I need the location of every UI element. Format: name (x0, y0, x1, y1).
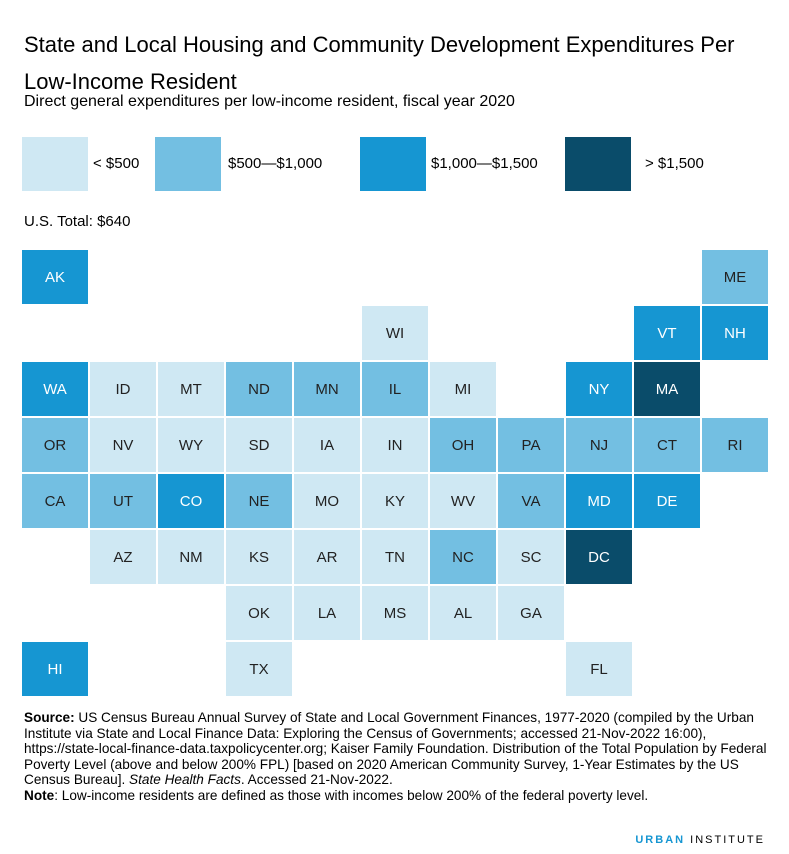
state-tile: NV (90, 418, 156, 472)
us-total: U.S. Total: $640 (24, 213, 131, 230)
state-tile: MT (158, 362, 224, 416)
state-tile: VA (498, 474, 564, 528)
state-tile: CT (634, 418, 700, 472)
note-text: US Census Bureau Annual Survey of State … (24, 710, 767, 787)
state-tile: MN (294, 362, 360, 416)
state-tile: DE (634, 474, 700, 528)
legend-swatch (22, 137, 88, 191)
state-tile: AL (430, 586, 496, 640)
state-tile: MD (566, 474, 632, 528)
legend-swatch (565, 137, 631, 191)
state-tile: DC (566, 530, 632, 584)
brand: URBAN (635, 834, 686, 846)
state-tile: CA (22, 474, 88, 528)
subtitle: Direct general expenditures per low-inco… (24, 93, 515, 110)
state-tile: MI (430, 362, 496, 416)
state-tile: IN (362, 418, 428, 472)
state-tile: VT (634, 306, 700, 360)
notes: Source: US Census Bureau Annual Survey o… (24, 710, 769, 803)
state-tile: TN (362, 530, 428, 584)
state-tile: TX (226, 642, 292, 696)
note-text: : Low-income residents are defined as th… (54, 787, 649, 803)
state-tile: NY (566, 362, 632, 416)
footer: URBAN INSTITUTE (635, 834, 765, 846)
legend-label: $1,000—$1,500 (431, 155, 538, 172)
state-tile: NM (158, 530, 224, 584)
state-tile: HI (22, 642, 88, 696)
legend-swatch (360, 137, 426, 191)
state-tile: AZ (90, 530, 156, 584)
state-tile: ID (90, 362, 156, 416)
state-tile: MA (634, 362, 700, 416)
state-tile: WY (158, 418, 224, 472)
state-tile: ND (226, 362, 292, 416)
state-tile: MS (362, 586, 428, 640)
legend-swatch (155, 137, 221, 191)
state-tile: AR (294, 530, 360, 584)
note-text: . Accessed 21-Nov-2022. (240, 772, 393, 787)
state-tile: GA (498, 586, 564, 640)
state-tile: NH (702, 306, 768, 360)
state-tile: AK (22, 250, 88, 304)
state-tile: NE (226, 474, 292, 528)
state-tile: NJ (566, 418, 632, 472)
legend-label: < $500 (93, 155, 140, 172)
state-tile: SC (498, 530, 564, 584)
state-tile: KY (362, 474, 428, 528)
legend-label: > $1,500 (645, 155, 704, 172)
state-tile: LA (294, 586, 360, 640)
note-text: State Health Facts (129, 772, 241, 787)
state-tile: UT (90, 474, 156, 528)
legend-label: $500—$1,000 (228, 155, 323, 172)
state-tile: NC (430, 530, 496, 584)
state-tile: PA (498, 418, 564, 472)
state-tile: IA (294, 418, 360, 472)
state-tile: OH (430, 418, 496, 472)
state-tile: WV (430, 474, 496, 528)
state-tile: ME (702, 250, 768, 304)
state-tile: MO (294, 474, 360, 528)
state-tile: WI (362, 306, 428, 360)
state-tile: WA (22, 362, 88, 416)
note-text: Source: (24, 710, 75, 725)
state-tile: CO (158, 474, 224, 528)
note-text: Note (24, 787, 55, 803)
title: State and Local Housing and Community De… (24, 32, 735, 94)
note: Note: Low-income residents are defined a… (24, 788, 769, 804)
state-tile: RI (702, 418, 768, 472)
state-tile: FL (566, 642, 632, 696)
brand-rest: INSTITUTE (690, 834, 765, 846)
state-tile: KS (226, 530, 292, 584)
state-tile: SD (226, 418, 292, 472)
state-tile: IL (362, 362, 428, 416)
state-tile: OK (226, 586, 292, 640)
state-tile: OR (22, 418, 88, 472)
source: Source: US Census Bureau Annual Survey o… (24, 710, 769, 788)
